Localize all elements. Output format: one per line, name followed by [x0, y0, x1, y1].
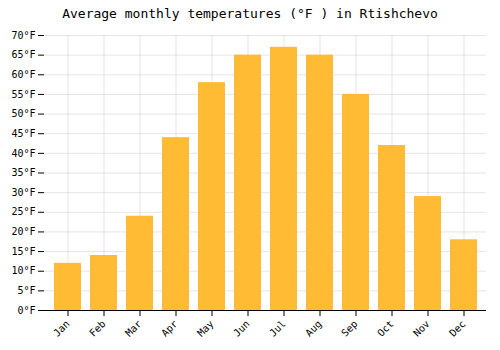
svg-text:15°F: 15°F — [11, 246, 35, 257]
svg-text:35°F: 35°F — [11, 167, 35, 178]
svg-text:10°F: 10°F — [11, 265, 35, 276]
svg-text:Apr: Apr — [159, 318, 180, 339]
html-text:Average monthly temperatures (: Average monthly temperatures (°F ) in Rt… — [62, 6, 438, 21]
svg-text:May: May — [195, 318, 216, 339]
svg-text:60°F: 60°F — [11, 69, 35, 80]
svg-text:65°F: 65°F — [11, 49, 35, 60]
svg-text:5°F: 5°F — [17, 285, 35, 296]
svg-text:70°F: 70°F — [11, 30, 35, 41]
svg-text:30°F: 30°F — [11, 187, 35, 198]
svg-text:Jul: Jul — [267, 318, 288, 339]
svg-text:25°F: 25°F — [11, 206, 35, 217]
svg-text:Oct: Oct — [375, 318, 396, 339]
svg-text:0°F: 0°F — [17, 305, 35, 316]
svg-text:20°F: 20°F — [11, 226, 35, 237]
svg-text:Jan: Jan — [51, 318, 72, 339]
svg-text:Mar: Mar — [123, 318, 144, 339]
svg-text:Jun: Jun — [231, 318, 252, 339]
svg-text:Aug: Aug — [303, 318, 324, 339]
svg-text:Dec: Dec — [447, 318, 468, 339]
svg-text:55°F: 55°F — [11, 89, 35, 100]
svg-text:Nov: Nov — [411, 318, 432, 339]
svg-text:50°F: 50°F — [11, 108, 35, 119]
svg-text:Sep: Sep — [339, 318, 360, 339]
svg-text:40°F: 40°F — [11, 148, 35, 159]
svg-text:45°F: 45°F — [11, 128, 35, 139]
svg-text:Feb: Feb — [87, 318, 108, 339]
